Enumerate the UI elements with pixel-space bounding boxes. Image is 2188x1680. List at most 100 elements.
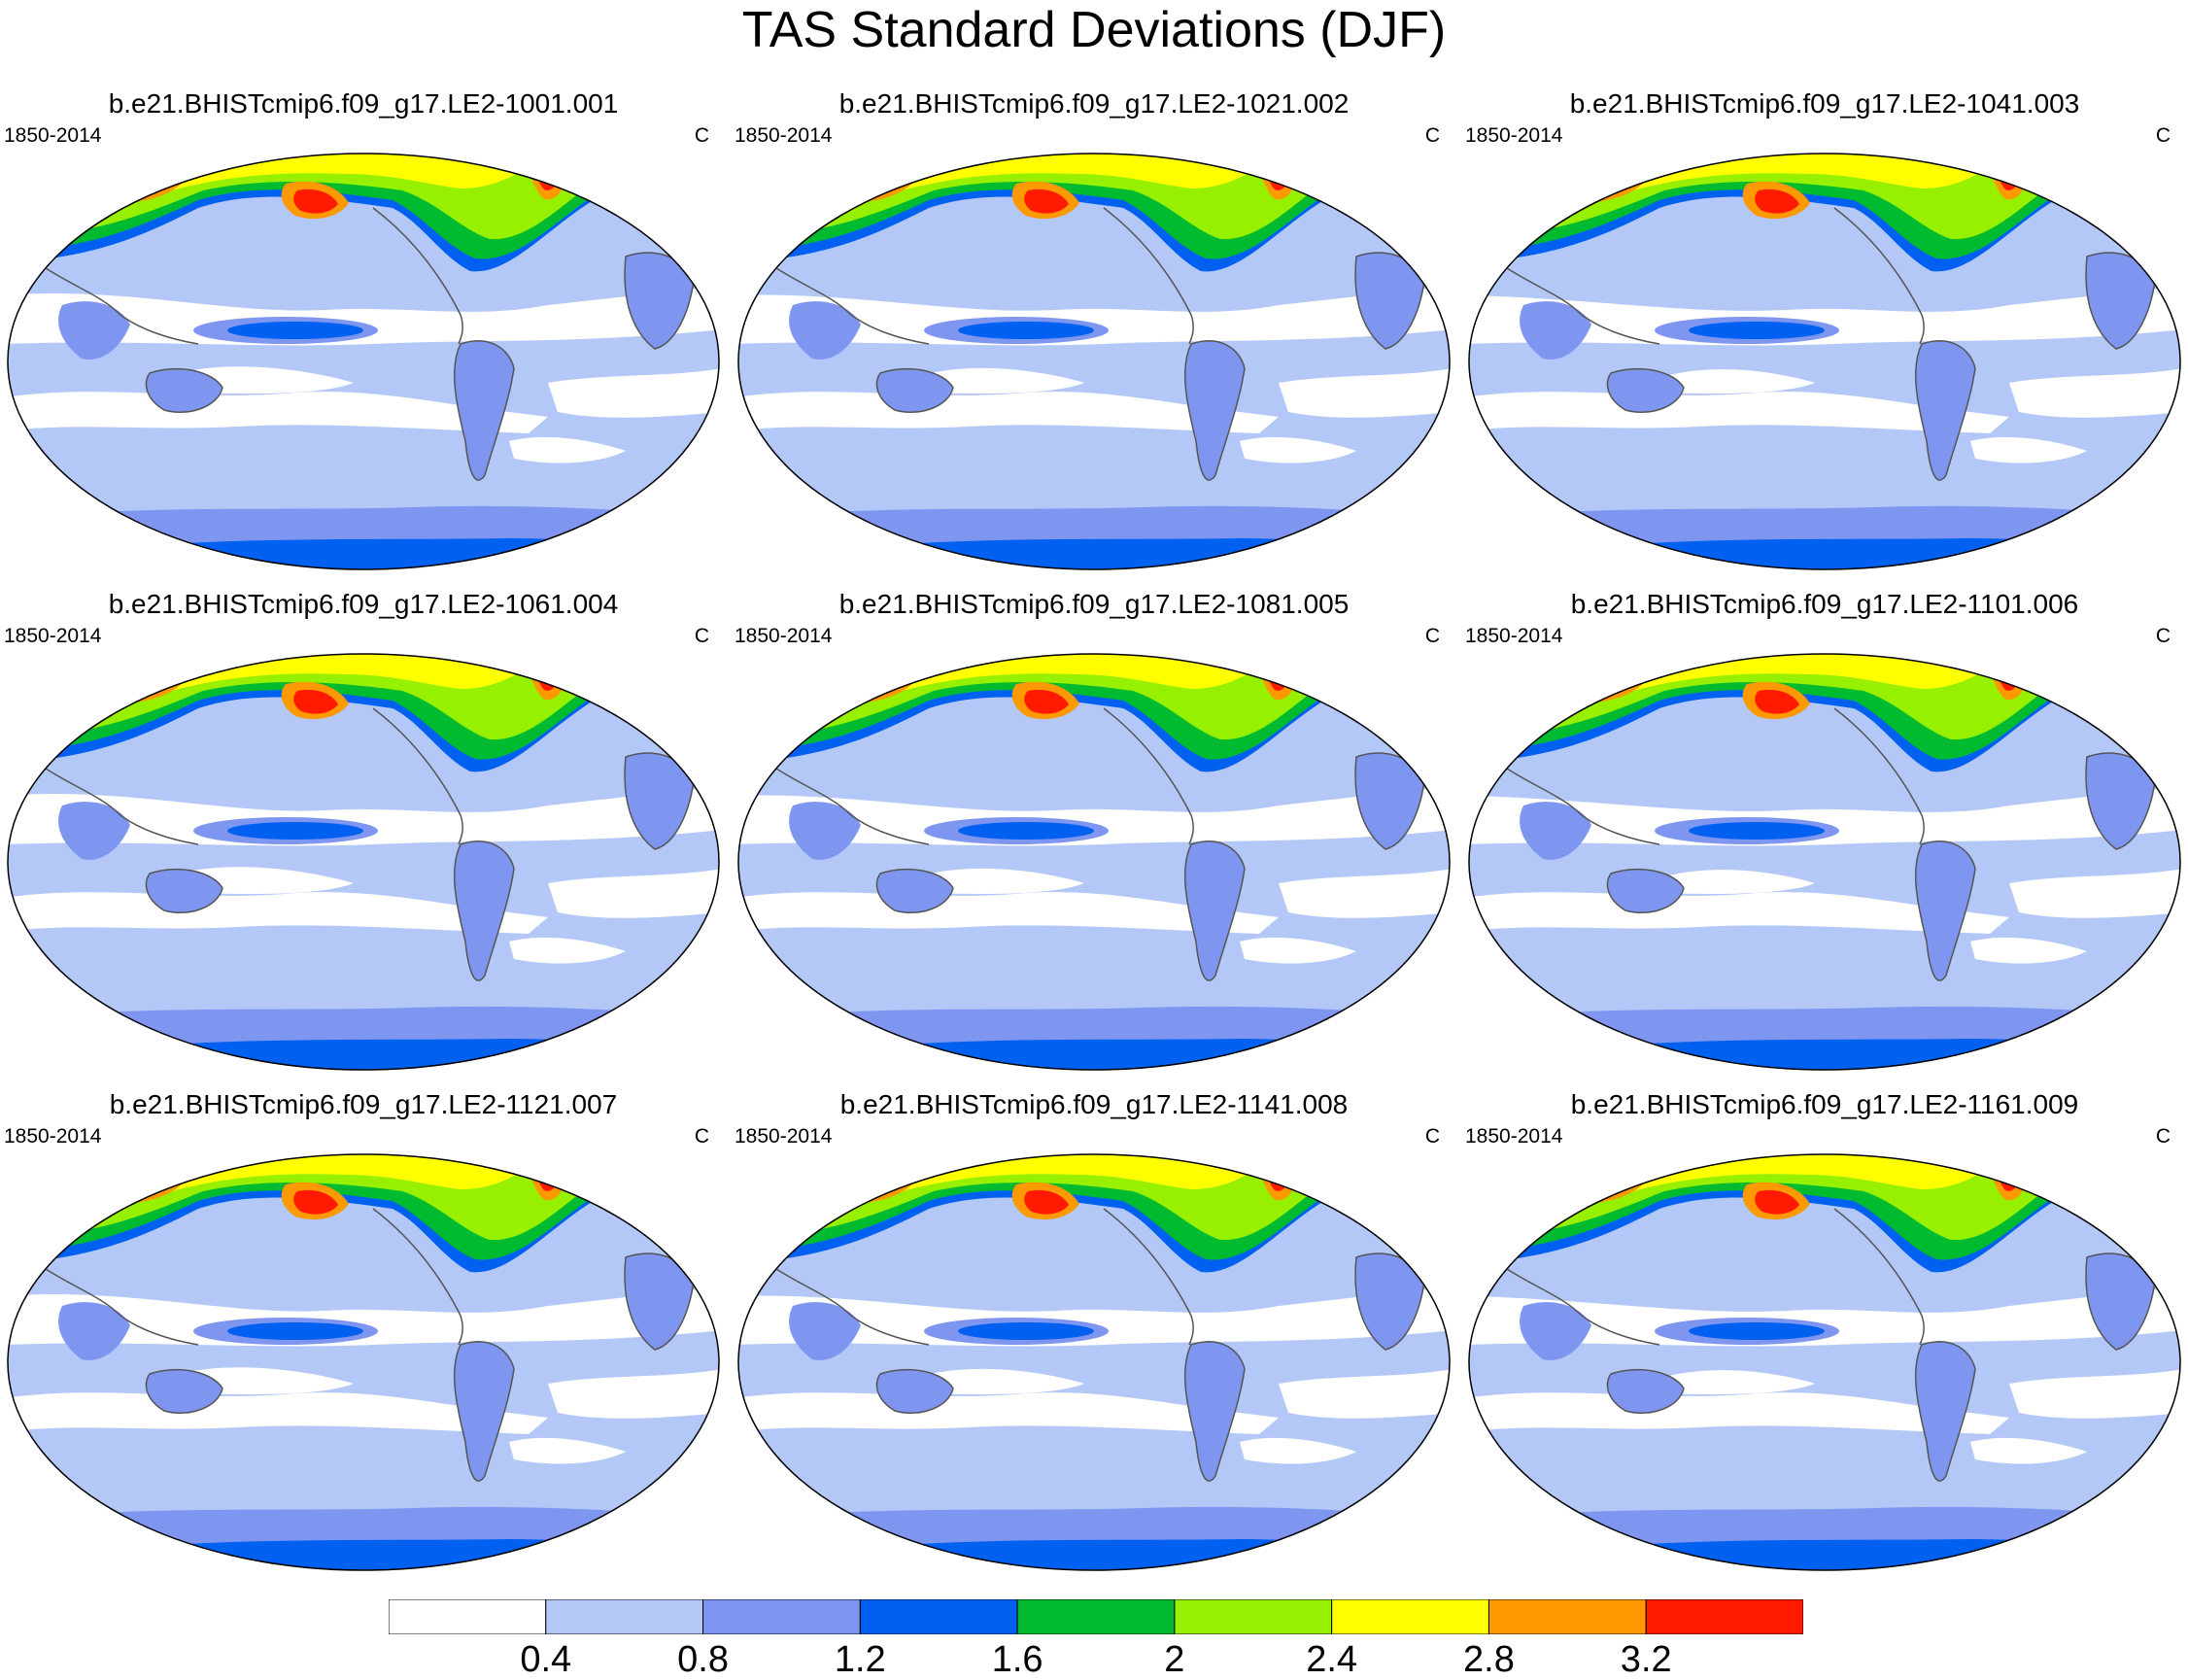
- africa-coast: [624, 252, 695, 350]
- south-america-blue: [454, 1341, 514, 1482]
- africa-coast: [1354, 1252, 1425, 1351]
- north-america-coast: [1833, 707, 1925, 845]
- africa-coast: [2085, 1252, 2156, 1351]
- enso-core: [1689, 822, 1825, 840]
- map-panel: b.e21.BHISTcmip6.f09_g17.LE2-1061.004 185…: [4, 588, 723, 1074]
- australia-blue: [146, 1369, 222, 1414]
- tropics-white-band: [8, 786, 719, 846]
- asia-blue: [58, 802, 130, 860]
- alaska-red: [1024, 1189, 1069, 1215]
- south-america-blue: [454, 840, 514, 981]
- enso-core: [1689, 322, 1825, 339]
- south-america-blue: [1915, 1341, 1975, 1482]
- world-map: [737, 653, 1451, 1071]
- panel-period: 1850-2014: [735, 124, 833, 147]
- colorbar-swatch: [389, 1599, 547, 1634]
- panel-units: C: [2155, 124, 2171, 147]
- map-panel: b.e21.BHISTcmip6.f09_g17.LE2-1121.007 185…: [4, 1088, 723, 1574]
- africa-coast: [1354, 752, 1425, 850]
- enso-core: [958, 822, 1094, 840]
- panel-period: 1850-2014: [1465, 124, 1563, 147]
- australia-coast: [145, 1368, 223, 1414]
- asia-blue: [58, 301, 130, 360]
- colorbar-swatch: [702, 1599, 861, 1634]
- alaska-red: [293, 1189, 338, 1215]
- asia-coast: [772, 265, 930, 345]
- panel-period: 1850-2014: [4, 124, 102, 147]
- colorbar-tick-label: 2: [1164, 1639, 1185, 1680]
- asia-blue: [1520, 1302, 1591, 1360]
- south-america-coast: [1914, 340, 1976, 481]
- siberia-red: [108, 665, 169, 695]
- australia-blue: [1607, 1369, 1684, 1414]
- colorbar: [389, 1599, 1803, 1634]
- alaska-red: [1755, 1189, 1799, 1215]
- australia-blue: [1607, 869, 1684, 913]
- world-map: [7, 153, 720, 570]
- world-map: [737, 153, 1451, 570]
- tropics-white-band: [738, 286, 1450, 346]
- antarctic-deep: [1469, 538, 2180, 569]
- southatlantic-white-patch: [1970, 436, 2087, 463]
- asia-coast: [1503, 1266, 1660, 1346]
- colorbar-swatch: [1016, 1599, 1176, 1634]
- australia-coast: [145, 868, 223, 913]
- map-panel: b.e21.BHISTcmip6.f09_g17.LE2-1001.001 185…: [4, 87, 723, 573]
- alaska-red: [293, 689, 338, 714]
- map-outline: [737, 653, 1451, 1071]
- north-america-coast: [1103, 707, 1194, 845]
- asia-coast: [42, 766, 199, 845]
- colorbar-tick-label: 3.2: [1620, 1639, 1672, 1680]
- world-map: [1468, 1153, 2181, 1571]
- south-america-blue: [1184, 840, 1245, 981]
- panel-title: b.e21.BHISTcmip6.f09_g17.LE2-1141.008: [839, 1089, 1349, 1119]
- australia-blue: [876, 869, 953, 913]
- panel-period: 1850-2014: [735, 1125, 833, 1148]
- alaska-red: [1024, 689, 1069, 714]
- south-white-band: [1469, 1392, 2009, 1434]
- colorbar-swatch: [1174, 1599, 1333, 1634]
- south-white-band: [738, 1392, 1279, 1434]
- map-outline: [737, 153, 1451, 570]
- australia-blue: [876, 1369, 953, 1414]
- north-america-coast: [1103, 207, 1194, 345]
- tropics-white-band: [8, 286, 719, 346]
- asia-blue: [789, 802, 861, 860]
- australia-coast: [1606, 1368, 1685, 1414]
- map-outline: [737, 1153, 1451, 1571]
- africa-blue: [1355, 1253, 1424, 1350]
- australia-coast: [1606, 868, 1685, 913]
- map-outline: [1468, 153, 2181, 570]
- panel-units: C: [694, 625, 709, 647]
- southatlantic-white-patch: [509, 937, 626, 964]
- asia-blue: [789, 1302, 861, 1360]
- world-map: [1468, 653, 2181, 1071]
- alaska-red: [1755, 689, 1799, 714]
- panel-title: b.e21.BHISTcmip6.f09_g17.LE2-1081.005: [838, 589, 1350, 619]
- enso-core: [1689, 1322, 1825, 1340]
- tropics-white-band: [1469, 286, 2180, 346]
- atlantic-white-band: [548, 368, 719, 418]
- south-white-band: [738, 392, 1279, 433]
- antarctic-deep: [8, 538, 719, 569]
- panel-units: C: [2155, 1125, 2171, 1148]
- south-white-band: [1469, 392, 2009, 433]
- australia-coast: [875, 1368, 954, 1414]
- siberia-red: [108, 1165, 169, 1195]
- north-america-coast: [372, 707, 463, 845]
- south-white-band: [8, 892, 548, 934]
- south-white-band: [1469, 892, 2009, 934]
- antarctic-deep: [738, 538, 1450, 569]
- map-outline: [7, 653, 720, 1071]
- australia-blue: [1607, 368, 1684, 413]
- atlantic-white-band: [2009, 368, 2180, 418]
- colorbar-tick-label: 2.8: [1463, 1639, 1515, 1680]
- map-panel: b.e21.BHISTcmip6.f09_g17.LE2-1041.003 185…: [1465, 87, 2184, 573]
- enso-core: [958, 322, 1094, 339]
- panel-title: b.e21.BHISTcmip6.f09_g17.LE2-1061.004: [108, 589, 619, 619]
- antarctic-deep: [1469, 1539, 2180, 1570]
- north-america-coast: [372, 207, 463, 345]
- australia-blue: [876, 368, 953, 413]
- asia-coast: [1503, 766, 1660, 845]
- panel-units: C: [1424, 124, 1440, 147]
